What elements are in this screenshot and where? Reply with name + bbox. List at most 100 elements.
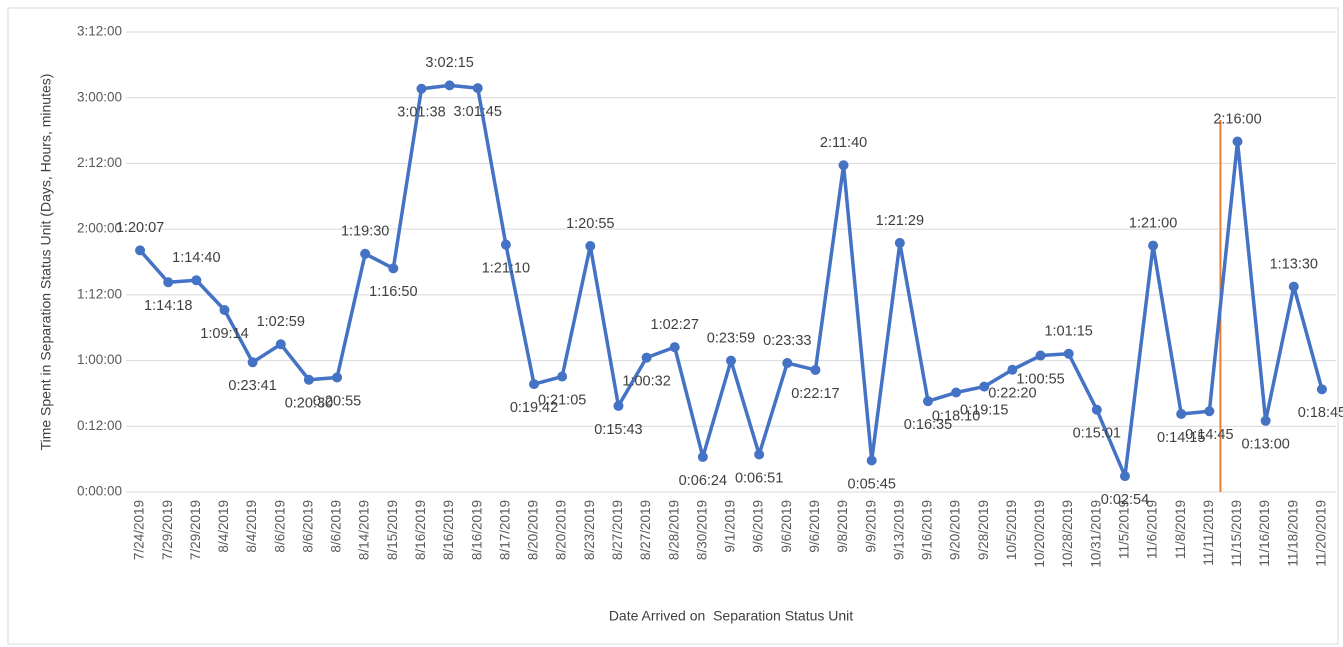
data-label: 0:14:15	[1157, 430, 1205, 446]
data-point	[1119, 471, 1130, 482]
x-tick-label: 8/17/2019	[497, 500, 512, 560]
data-label: 1:13:30	[1270, 256, 1318, 272]
data-label: 1:16:50	[369, 284, 417, 300]
data-label: 2:16:00	[1213, 111, 1261, 127]
x-tick-label: 8/4/2019	[244, 500, 259, 553]
data-point	[951, 387, 962, 398]
x-tick-label: 8/6/2019	[300, 500, 315, 553]
data-label: 0:22:17	[791, 386, 839, 402]
data-label: 0:19:42	[510, 400, 558, 416]
x-tick-label: 11/8/2019	[1173, 500, 1188, 559]
data-point	[782, 358, 793, 369]
data-label: 1:21:29	[876, 213, 924, 229]
x-tick-label: 8/16/2019	[441, 500, 456, 560]
x-tick-label: 7/29/2019	[188, 500, 203, 560]
data-label: 0:15:43	[594, 422, 642, 438]
data-label: 0:23:59	[707, 330, 755, 346]
data-label: 1:14:40	[172, 250, 220, 266]
data-point	[726, 355, 736, 366]
data-label: 1:01:15	[1044, 324, 1092, 340]
data-label: 1:19:30	[341, 224, 389, 240]
x-tick-label: 8/14/2019	[357, 500, 372, 560]
data-point	[1204, 406, 1215, 417]
data-point	[1148, 240, 1159, 251]
y-tick-label: 2:00:00	[77, 221, 122, 236]
data-label: 1:20:55	[566, 216, 614, 232]
data-label: 0:21:05	[538, 392, 586, 408]
x-axis-title: Date Arrived on Separation Status Unit	[609, 608, 853, 624]
x-tick-label: 11/6/2019	[1145, 500, 1160, 559]
data-label: 0:18:45	[1298, 405, 1343, 421]
x-tick-label: 11/18/2019	[1285, 500, 1300, 567]
data-point	[922, 396, 933, 407]
data-point	[500, 239, 511, 250]
data-label: 1:00:32	[622, 373, 670, 389]
data-label: 0:19:15	[960, 402, 1008, 418]
x-tick-label: 8/15/2019	[385, 500, 400, 560]
data-point	[1035, 350, 1046, 361]
data-label: 0:23:33	[763, 333, 811, 349]
data-point	[388, 263, 399, 274]
data-line	[138, 83, 1324, 478]
data-point	[979, 381, 990, 392]
chart-frame	[7, 7, 1339, 645]
data-point	[1260, 415, 1271, 426]
x-tick-label: 9/6/2019	[807, 500, 822, 553]
data-point	[1091, 404, 1102, 415]
data-point	[332, 372, 343, 383]
x-tick-label: 8/20/2019	[554, 500, 569, 560]
x-tick-label: 10/5/2019	[1004, 500, 1019, 560]
data-point	[529, 379, 540, 390]
data-point	[163, 277, 174, 288]
data-label: 0:20:30	[285, 396, 333, 412]
x-tick-label: 11/20/2019	[1313, 500, 1328, 567]
data-label: 3:01:38	[397, 105, 445, 121]
y-tick-label: 0:00:00	[77, 484, 122, 499]
x-tick-label: 9/6/2019	[751, 500, 766, 553]
y-axis-title: Time Spent in Separation Status Unit (Da…	[38, 74, 54, 451]
x-tick-label: 8/16/2019	[469, 500, 484, 560]
data-label: 1:21:00	[1129, 215, 1177, 231]
data-point	[894, 237, 905, 248]
data-label: 1:09:14	[200, 326, 248, 342]
data-label: 0:20:55	[313, 393, 361, 409]
data-point	[444, 80, 455, 91]
y-tick-label: 2:12:00	[77, 155, 122, 170]
data-point	[360, 248, 371, 259]
x-tick-label: 8/27/2019	[638, 500, 653, 560]
data-label: 1:20:07	[116, 220, 164, 236]
x-tick-label: 8/28/2019	[666, 500, 681, 560]
data-point	[1232, 136, 1243, 147]
data-point	[1316, 384, 1327, 395]
x-tick-label: 11/11/2019	[1201, 500, 1216, 566]
data-label: 0:06:51	[735, 470, 783, 486]
data-point	[613, 400, 624, 411]
x-tick-label: 8/23/2019	[582, 500, 597, 560]
data-label: 3:01:45	[454, 104, 502, 120]
data-point	[247, 357, 258, 368]
data-point	[191, 275, 202, 286]
x-tick-label: 7/24/2019	[132, 500, 147, 560]
data-label: 0:18:10	[932, 408, 980, 424]
data-label: 0:06:24	[679, 473, 727, 489]
data-label: 1:02:59	[257, 314, 305, 330]
x-tick-label: 8/30/2019	[694, 500, 709, 560]
data-label: 0:14:45	[1185, 427, 1233, 443]
data-point	[838, 160, 849, 171]
y-tick-label: 0:12:00	[77, 418, 122, 433]
data-point	[1063, 348, 1074, 359]
data-point	[669, 342, 680, 353]
data-point	[219, 305, 230, 316]
x-tick-label: 9/28/2019	[976, 500, 991, 560]
x-tick-label: 9/9/2019	[863, 500, 878, 553]
data-point	[697, 451, 708, 462]
x-tick-label: 9/16/2019	[920, 500, 935, 560]
x-tick-label: 9/6/2019	[779, 500, 794, 553]
x-tick-label: 7/29/2019	[160, 500, 175, 560]
data-point	[1288, 281, 1299, 292]
data-point	[1007, 364, 1018, 375]
x-tick-label: 11/16/2019	[1257, 500, 1272, 567]
y-tick-label: 3:00:00	[77, 89, 122, 104]
data-label: 2:11:40	[820, 135, 867, 151]
